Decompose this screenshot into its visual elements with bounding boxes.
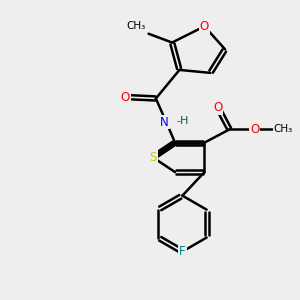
Text: N: N — [160, 116, 169, 128]
Text: O: O — [213, 101, 222, 114]
Text: O: O — [200, 20, 209, 33]
Text: -H: -H — [176, 116, 189, 126]
Text: O: O — [120, 91, 130, 103]
Text: S: S — [149, 151, 157, 164]
Text: F: F — [179, 245, 186, 258]
Text: CH₃: CH₃ — [126, 21, 146, 31]
Text: O: O — [250, 123, 259, 136]
Text: CH₃: CH₃ — [274, 124, 293, 134]
